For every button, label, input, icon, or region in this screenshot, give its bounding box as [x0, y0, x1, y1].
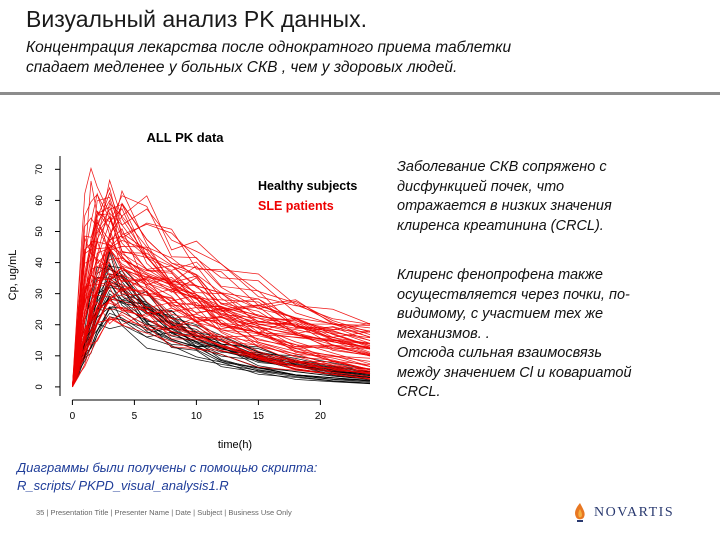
- y-tick-label: 40: [34, 257, 45, 268]
- legend-entry: SLE patients: [258, 199, 334, 213]
- series-line-1: [72, 317, 371, 388]
- series-line-1: [72, 318, 371, 387]
- chart-title: ALL PK data: [146, 130, 224, 145]
- right-paragraph-2: Клиренс фенопрофена также осуществляется…: [397, 266, 707, 403]
- series-line-1: [72, 206, 371, 387]
- text-line: клиренса креатинина (CRCL).: [397, 217, 604, 234]
- slide-title: Визуальный анализ PK данных.: [26, 6, 367, 32]
- logo-text: NOVARTIS: [594, 505, 675, 520]
- series-line-1: [72, 299, 371, 388]
- series-line-1: [72, 281, 371, 387]
- y-axis-label: Cp, ug/mL: [7, 250, 19, 301]
- series-line-1: [72, 294, 371, 387]
- note-line: Диаграммы были получены с помощью скрипт…: [17, 460, 318, 475]
- series-line-1: [72, 276, 371, 387]
- series-line-1: [72, 265, 371, 388]
- novartis-logo: NOVARTIS: [572, 502, 674, 524]
- series-line-1: [72, 258, 371, 387]
- series-line-1: [72, 217, 371, 387]
- text-line: видимому, с участием тех же: [397, 306, 604, 322]
- y-tick-label: 50: [34, 226, 45, 237]
- x-tick-label: 20: [315, 411, 327, 422]
- flame-icon: [575, 503, 585, 522]
- text-line: Клиренс фенопрофена также: [397, 267, 603, 283]
- series-line-1: [72, 218, 371, 387]
- series-line-1: [72, 275, 371, 387]
- series-line-1: [72, 298, 371, 388]
- series-line-1: [72, 241, 371, 387]
- text-line: механизмов. .: [397, 325, 490, 342]
- x-tick-label: 10: [191, 411, 203, 422]
- y-tick-label: 60: [34, 195, 45, 206]
- legend-entry: Healthy subjects: [258, 179, 357, 193]
- y-tick-label: 30: [34, 288, 45, 299]
- series-line-1: [72, 195, 371, 387]
- series-line-1: [72, 235, 371, 387]
- text-line: дисфункцией почек, что: [397, 178, 565, 195]
- x-tick-label: 15: [253, 411, 265, 422]
- x-axis-label: time(h): [218, 439, 252, 451]
- series-line-1: [72, 238, 371, 387]
- right-paragraph-1: Заболевание СКВ сопряжено с дисфункцией …: [397, 158, 707, 236]
- text-line: отражается в низких значения: [397, 198, 612, 214]
- series-line-1: [72, 189, 371, 387]
- x-tick-label: 5: [132, 411, 138, 422]
- y-tick-label: 20: [34, 319, 45, 330]
- series-line-1: [72, 223, 371, 387]
- subtitle-line: спадает медленее у больных СКВ , чем у з…: [26, 59, 458, 76]
- y-tick-label: 10: [34, 351, 45, 362]
- series-line-1: [72, 193, 371, 387]
- pk-chart: ALL PK data 0 10 20 30 40 50 60 70 0 5 10 15 20 time(h…: [7, 130, 371, 451]
- header-divider: [0, 92, 720, 95]
- y-tick-label: 70: [34, 164, 45, 175]
- series-line-1: [72, 180, 371, 387]
- x-tick-label: 0: [70, 411, 76, 422]
- series-line-0: [72, 306, 371, 388]
- note-line: R_scripts/ PKPD_visual_analysis1.R: [17, 478, 229, 493]
- series-line-1: [72, 186, 371, 387]
- slide-subtitle: Концентрация лекарства после однократног…: [26, 38, 706, 78]
- slide-footer: 35 | Presentation Title | Presenter Name…: [36, 508, 292, 517]
- text-line: между значением Cl и ковариатой: [397, 364, 632, 381]
- text-line: CRCL.: [397, 384, 441, 400]
- text-line: Заболевание СКВ сопряжено с: [397, 159, 607, 175]
- series-line-1: [72, 239, 371, 387]
- script-note: Диаграммы были получены с помощью скрипт…: [17, 459, 317, 495]
- series-line-1: [72, 268, 371, 387]
- text-line: Отсюда сильная взаимосвязь: [397, 345, 602, 361]
- text-line: осуществляется через почки, по-: [397, 286, 630, 303]
- series-line-1: [72, 314, 371, 388]
- series-line-1: [72, 282, 371, 388]
- series-line-1: [72, 233, 371, 387]
- y-tick-label: 0: [34, 384, 45, 389]
- subtitle-line: Концентрация лекарства после однократног…: [26, 39, 512, 56]
